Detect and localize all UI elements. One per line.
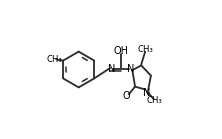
Text: N: N [108, 64, 115, 74]
Text: N: N [143, 88, 151, 98]
Text: CH₃: CH₃ [147, 96, 162, 105]
Text: CH₃: CH₃ [47, 54, 62, 64]
Text: OH: OH [114, 46, 129, 56]
Text: O: O [122, 91, 130, 101]
Text: N: N [127, 64, 135, 74]
Text: CH₃: CH₃ [137, 45, 153, 54]
